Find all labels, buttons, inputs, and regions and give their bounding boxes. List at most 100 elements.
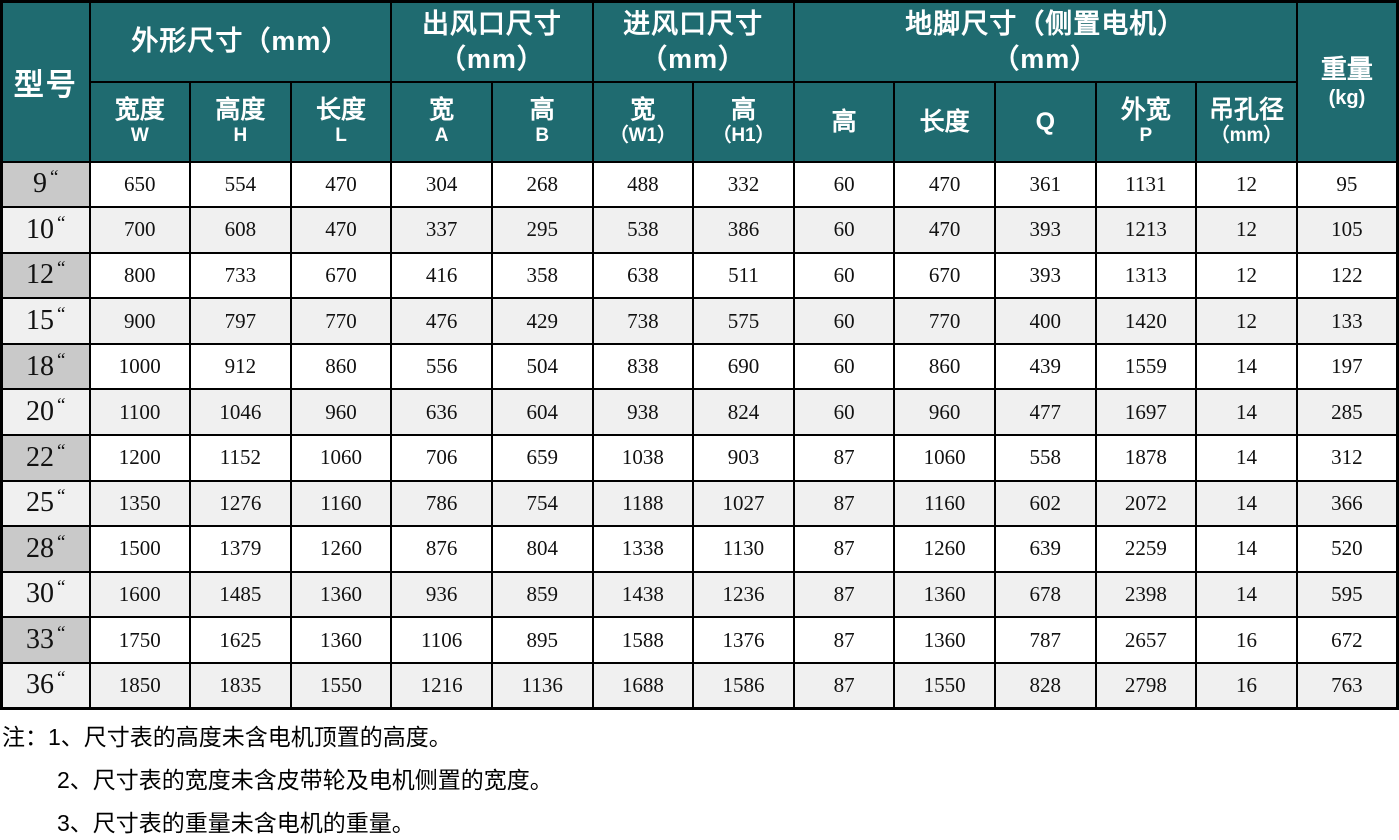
- value-cell: 14: [1195, 342, 1298, 391]
- table-row: 33 “1750 1625 1360 1106 895 1588 1376 87 1360 787 2…: [0, 616, 1399, 664]
- table-row: 18 “1000 912 860 556 504 838 690 60 860 439 1559 14 1…: [0, 342, 1399, 391]
- column-header: 高（H1）: [692, 80, 795, 163]
- value-cell: 386: [692, 206, 795, 254]
- value-cell: 604: [490, 388, 594, 436]
- value-cell: 1106: [390, 616, 493, 664]
- value-cell: 1216: [390, 661, 493, 710]
- column-header: 宽度 W: [88, 80, 192, 163]
- value-cell: 332: [692, 160, 795, 209]
- value-cell: 763: [1295, 661, 1399, 710]
- value-cell: 285: [1295, 388, 1399, 436]
- value-cell: 312: [1295, 433, 1399, 482]
- value-cell: 1188: [591, 479, 695, 528]
- inch-mark: “: [57, 304, 66, 326]
- value-cell: 87: [792, 570, 896, 619]
- value-cell: 608: [189, 206, 292, 254]
- column-header: 高: [792, 80, 896, 163]
- inch-mark: “: [50, 167, 59, 189]
- value-cell: 1152: [189, 433, 292, 482]
- value-cell: 122: [1295, 251, 1399, 300]
- note-text: 2、尺寸表的宽度未含皮带轮及电机侧置的宽度。: [57, 767, 553, 793]
- value-cell: 595: [1295, 570, 1399, 619]
- value-cell: 1586: [692, 661, 795, 710]
- column-header-label: 宽度: [114, 96, 165, 125]
- table-row: 12 “800 733 670 416 358 638 511 60 670 393 1313 12 12…: [0, 251, 1399, 300]
- value-cell: 400: [993, 297, 1097, 345]
- value-cell: 1588: [591, 616, 695, 664]
- value-cell: 1236: [692, 570, 795, 619]
- value-cell: 1550: [289, 661, 393, 710]
- value-cell: 554: [189, 160, 292, 209]
- value-cell: 602: [993, 479, 1097, 528]
- column-header-label: 高: [730, 96, 756, 125]
- value-cell: 770: [289, 297, 393, 345]
- value-cell: 12: [1195, 251, 1298, 300]
- value-cell: 700: [88, 206, 192, 254]
- notes: 注：1、尺寸表的高度未含电机顶置的高度。 2、尺寸表的宽度未含皮带轮及电机侧置的…: [0, 710, 1399, 840]
- value-cell: 87: [792, 525, 896, 573]
- value-cell: 439: [993, 342, 1097, 391]
- inch-mark: “: [57, 258, 66, 280]
- value-cell: 1276: [189, 479, 292, 528]
- value-cell: 638: [591, 251, 695, 300]
- column-header-symbol: A: [434, 125, 449, 147]
- column-header: 高度 H: [189, 80, 292, 163]
- value-cell: 60: [792, 342, 896, 391]
- value-cell: 1160: [893, 479, 996, 528]
- column-header-label: Q: [1035, 107, 1056, 136]
- value-cell: 1360: [289, 570, 393, 619]
- model-number: 33: [26, 624, 55, 656]
- value-cell: 860: [289, 342, 393, 391]
- value-cell: 16: [1195, 661, 1298, 710]
- value-cell: 1500: [88, 525, 192, 573]
- value-cell: 1200: [88, 433, 192, 482]
- inch-mark: “: [57, 349, 66, 371]
- value-cell: 361: [993, 160, 1097, 209]
- value-cell: 1379: [189, 525, 292, 573]
- note-text: 1、尺寸表的高度未含电机顶置的高度。: [48, 724, 452, 750]
- model-cell: 33 “: [0, 616, 91, 664]
- value-cell: 60: [792, 297, 896, 345]
- value-cell: 678: [993, 570, 1097, 619]
- value-cell: 60: [792, 206, 896, 254]
- column-header-symbol: B: [535, 125, 550, 147]
- value-cell: 824: [692, 388, 795, 436]
- column-header-symbol: （H1）: [712, 125, 775, 147]
- model-number: 25: [26, 487, 55, 519]
- model-cell: 22 “: [0, 433, 91, 482]
- value-cell: 1376: [692, 616, 795, 664]
- value-cell: 470: [289, 206, 393, 254]
- model-number: 10: [26, 213, 55, 245]
- value-cell: 672: [1295, 616, 1399, 664]
- model-cell: 18 “: [0, 342, 91, 391]
- value-cell: 358: [490, 251, 594, 300]
- table-row: 15 “900 797 770 476 429 738 575 60 770 400 1420 12 13…: [0, 297, 1399, 345]
- value-cell: 670: [289, 251, 393, 300]
- value-cell: 876: [390, 525, 493, 573]
- value-cell: 1260: [893, 525, 996, 573]
- value-cell: 87: [792, 661, 896, 710]
- value-cell: 304: [390, 160, 493, 209]
- table-header: 型号 外形尺寸（mm） 出风口尺寸 （mm） 进风口尺寸 （mm） 地脚尺寸（侧…: [0, 0, 1399, 163]
- value-cell: 1360: [893, 570, 996, 619]
- value-cell: 1750: [88, 616, 192, 664]
- value-cell: 504: [490, 342, 594, 391]
- value-cell: 12: [1195, 297, 1298, 345]
- inch-mark: “: [57, 440, 66, 462]
- value-cell: 1313: [1094, 251, 1198, 300]
- value-cell: 936: [390, 570, 493, 619]
- table-row: 25 “1350 1276 1160 786 754 1188 1027 87 1160 602 20…: [0, 479, 1399, 528]
- value-cell: 804: [490, 525, 594, 573]
- value-cell: 1600: [88, 570, 192, 619]
- model-cell: 10 “: [0, 206, 91, 254]
- value-cell: 470: [289, 160, 393, 209]
- table-body: 9 “650 554 470 304 268 488 332 60 470 361 1131 12 95 1…: [0, 160, 1399, 710]
- model-number: 22: [26, 441, 55, 473]
- value-cell: 1038: [591, 433, 695, 482]
- header-sub-row: 宽度 W 高度 H 长度 L 宽 A 高 B 宽（W1）高（H1）高长度 Q 外宽 P 吊孔径 （mm）: [2, 80, 1398, 163]
- value-cell: 60: [792, 388, 896, 436]
- value-cell: 337: [390, 206, 493, 254]
- model-number: 30: [26, 578, 55, 610]
